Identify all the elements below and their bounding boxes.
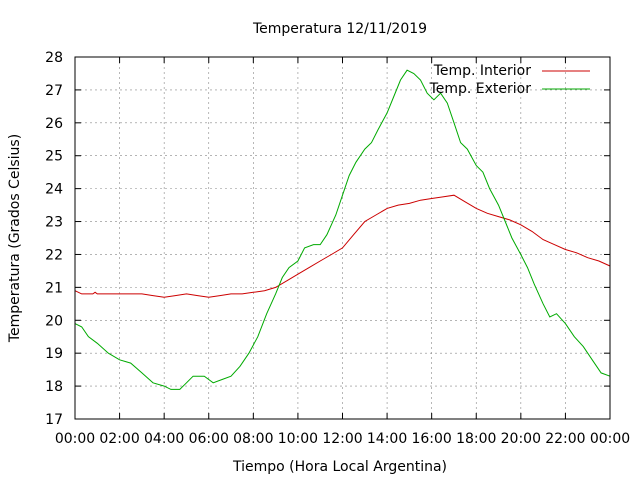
x-tick-label: 14:00	[367, 431, 407, 447]
x-tick-label: 04:00	[144, 431, 184, 447]
y-tick-label: 28	[45, 50, 63, 66]
x-tick-label: 10:00	[278, 431, 318, 447]
y-tick-label: 24	[45, 182, 63, 198]
y-tick-label: 21	[45, 280, 63, 296]
y-tick-label: 26	[45, 116, 63, 132]
y-tick-label: 18	[45, 379, 63, 395]
x-tick-label: 12:00	[322, 431, 362, 447]
x-tick-label: 18:00	[456, 431, 496, 447]
series-line-interior	[74, 194, 611, 298]
series-lines	[74, 69, 611, 390]
x-tick-label: 00:00	[55, 431, 95, 447]
series-line-exterior	[74, 69, 611, 390]
y-tick-label: 22	[45, 247, 63, 263]
x-tick-label: 00:00	[590, 431, 630, 447]
x-tick-label: 06:00	[189, 431, 229, 447]
x-axis-label: Tiempo (Hora Local Argentina)	[232, 459, 447, 475]
x-tick-label: 16:00	[411, 431, 451, 447]
grid-lines	[75, 57, 610, 419]
plot-frame	[74, 56, 611, 420]
x-tick-label: 02:00	[99, 431, 139, 447]
x-tick-label: 08:00	[233, 431, 273, 447]
x-tick-label: 20:00	[501, 431, 541, 447]
chart-title: Temperatura 12/11/2019	[252, 21, 427, 37]
legend-label-interior: Temp. Interior	[433, 63, 532, 79]
y-tick-label: 20	[45, 313, 63, 329]
y-tick-label: 27	[45, 83, 63, 99]
y-tick-label: 23	[45, 215, 63, 231]
y-tick-label: 19	[45, 346, 63, 362]
y-axis-label: Temperatura (Grados Celsius)	[7, 134, 23, 343]
x-tick-label: 22:00	[545, 431, 585, 447]
legend: Temp. Interior Temp. Exterior	[429, 63, 590, 97]
y-tick-label: 17	[45, 412, 63, 428]
y-tick-label: 25	[45, 149, 63, 165]
legend-label-exterior: Temp. Exterior	[429, 81, 532, 97]
axis-tick-labels: 00:00 02:00 04:00 06:00 08:00 10:00 12:00 14:00…	[45, 50, 630, 447]
